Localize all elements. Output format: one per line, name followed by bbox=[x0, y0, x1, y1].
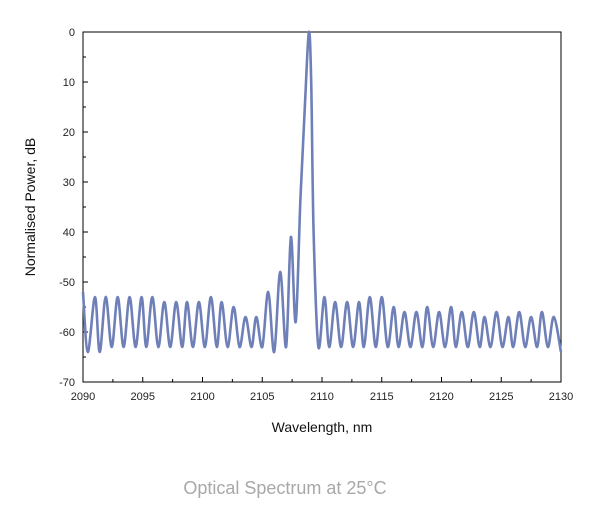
x-tick-label: 2095 bbox=[131, 391, 155, 403]
x-tick-label: 2130 bbox=[549, 391, 573, 403]
y-axis: 0 10 20 30 40 -50 -60 -70 bbox=[59, 27, 88, 389]
x-tick-label: 2110 bbox=[310, 391, 334, 403]
y-tick-label: -70 bbox=[59, 377, 75, 389]
series-layer bbox=[81, 30, 563, 354]
spectrum-line bbox=[81, 30, 563, 354]
y-tick-label: 0 bbox=[69, 27, 75, 39]
x-tick-label: 2120 bbox=[429, 391, 453, 403]
y-tick-label: 40 bbox=[63, 227, 75, 239]
x-tick-label: 2115 bbox=[370, 391, 394, 403]
y-axis-title: Normalised Power, dB bbox=[22, 138, 38, 277]
y-tick-label: 10 bbox=[63, 77, 75, 89]
spectrum-chart: 2090 2095 2100 2105 2110 2115 2120 2125 2130 0 10… bbox=[22, 27, 573, 435]
y-tick-label: -50 bbox=[59, 277, 75, 289]
x-axis: 2090 2095 2100 2105 2110 2115 2120 2125 2130 bbox=[71, 377, 573, 403]
chart-caption: Optical Spectrum at 25°C bbox=[183, 478, 387, 498]
x-tick-label: 2125 bbox=[489, 391, 513, 403]
y-tick-label: 20 bbox=[63, 127, 75, 139]
y-tick-label: -60 bbox=[59, 327, 75, 339]
x-tick-label: 2100 bbox=[190, 391, 214, 403]
x-tick-label: 2105 bbox=[250, 391, 274, 403]
x-tick-label: 2090 bbox=[71, 391, 95, 403]
y-tick-label: 30 bbox=[63, 177, 75, 189]
x-axis-title: Wavelength, nm bbox=[272, 419, 373, 435]
